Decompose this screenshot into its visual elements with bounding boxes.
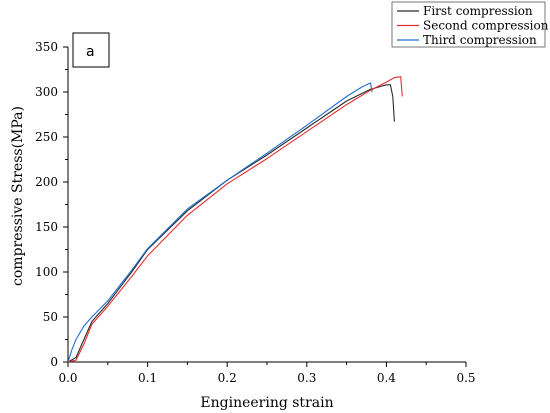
y-tick-label: 50 bbox=[43, 310, 58, 324]
y-tick-label: 150 bbox=[35, 220, 58, 234]
series-layer bbox=[67, 76, 403, 363]
y-tick-label: 100 bbox=[35, 265, 58, 279]
x-tick-label: 0.0 bbox=[58, 371, 77, 385]
legend-label: Third compression bbox=[423, 33, 537, 47]
y-tick-label: 250 bbox=[35, 130, 58, 144]
x-tick-label: 0.1 bbox=[138, 371, 157, 385]
series-line bbox=[67, 76, 403, 363]
x-tick-label: 0.5 bbox=[456, 371, 475, 385]
y-tick-label: 200 bbox=[35, 175, 58, 189]
x-tick-label: 0.2 bbox=[218, 371, 237, 385]
x-tick-label: 0.4 bbox=[377, 371, 396, 385]
series-line bbox=[67, 84, 395, 363]
y-tick-label: 350 bbox=[35, 40, 58, 54]
panel-label-box: a bbox=[72, 32, 110, 68]
series-line bbox=[67, 82, 373, 363]
x-axis-ticks: 0.0 0.1 0.2 0.3 0.4 0.5 bbox=[58, 362, 476, 385]
legend-label: Second compression bbox=[423, 19, 549, 33]
panel-label: a bbox=[86, 44, 95, 60]
x-axis-label: Engineering strain bbox=[200, 395, 333, 411]
y-tick-label: 0 bbox=[50, 355, 58, 369]
y-axis-ticks: 0 50 100 150 200 250 300 350 bbox=[35, 40, 68, 369]
x-tick-label: 0.3 bbox=[297, 371, 316, 385]
legend-label: First compression bbox=[423, 4, 533, 18]
plot-frame bbox=[67, 47, 466, 363]
y-tick-label: 300 bbox=[35, 85, 58, 99]
y-axis-label: compressive Stress(MPa) bbox=[10, 106, 26, 286]
